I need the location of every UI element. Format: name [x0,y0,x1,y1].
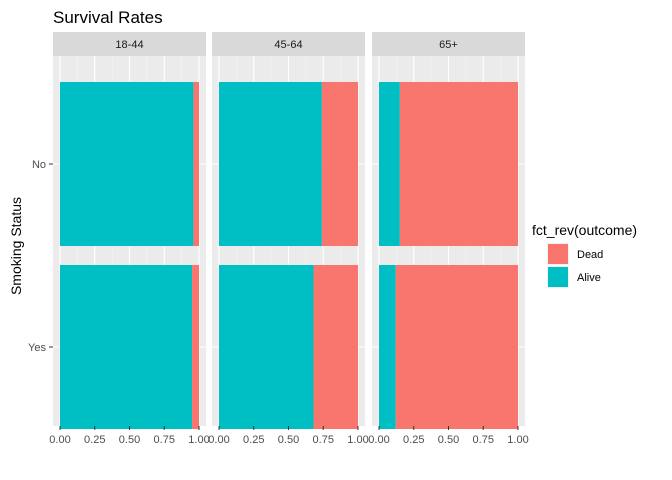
x-axis: 0.00 0.25 0.50 0.75 1.000.00 0.25 0.50 0.75 1.00… [49,426,529,446]
x-tick-label: 0.00 [49,434,70,446]
x-tick-label: 0.50 [278,434,299,446]
facet-strip [212,32,365,56]
facet-panel: 18-44 [53,32,206,429]
bar-alive [379,82,400,246]
legend-label: Alive [577,272,601,284]
legend-label: Dead [577,249,603,261]
chart-title: Survival Rates [53,8,163,27]
legend-swatch [548,244,568,264]
bar-alive [219,82,322,246]
x-tick-label: 0.25 [243,434,264,446]
facet-strip [53,32,206,56]
x-tick-label: 0.75 [313,434,334,446]
legend: fct_rev(outcome) Dead Alive [532,222,637,288]
bar-dead [193,82,199,246]
bar-dead [321,82,358,246]
x-tick-label: 0.00 [208,434,229,446]
x-tick-label: 0.50 [438,434,459,446]
facet-panel: 65+ [372,32,525,429]
y-tick-label: Yes [28,342,46,354]
x-tick-label: 1.00 [347,434,368,446]
bar-alive [60,82,194,246]
bar-dead [313,265,358,429]
facet-strip-label: 45-64 [274,39,302,51]
y-axis: No Yes [28,159,53,354]
facet-strip-label: 18-44 [115,39,143,51]
x-tick-label: 1.00 [507,434,528,446]
bar-alive [219,265,314,429]
facet-strip [372,32,525,56]
facet-panels: 18-44 45-64 65+ [53,32,525,429]
y-axis-title: Smoking Status [8,197,24,295]
legend-swatch [548,267,568,287]
x-tick-label: 0.25 [84,434,105,446]
x-tick-label: 0.50 [119,434,140,446]
x-tick-label: 0.75 [473,434,494,446]
bar-alive [379,265,396,429]
x-tick-label: 1.00 [188,434,209,446]
facet-strip-label: 65+ [439,39,458,51]
x-tick-label: 0.75 [154,434,175,446]
facet-panel: 45-64 [212,32,365,429]
bar-dead [395,265,518,429]
legend-title: fct_rev(outcome) [532,222,637,238]
bar-alive [60,265,193,429]
y-tick-label: No [32,159,46,171]
x-tick-label: 0.00 [368,434,389,446]
bar-dead [192,265,199,429]
x-tick-label: 0.25 [403,434,424,446]
bar-dead [399,82,518,246]
